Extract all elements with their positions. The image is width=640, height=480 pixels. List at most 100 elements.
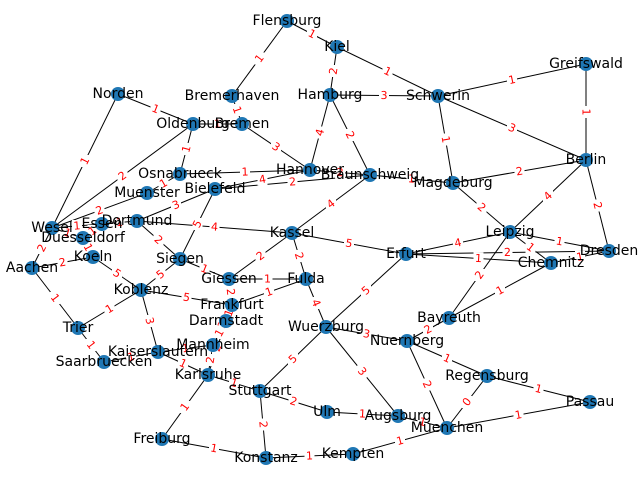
node-trier bbox=[71, 321, 85, 335]
edge-weight-background bbox=[155, 268, 166, 281]
edge-weight-background bbox=[361, 328, 372, 340]
node-label-bremen: Bremen bbox=[215, 116, 270, 132]
edge-weight-label: 1 bbox=[229, 376, 240, 390]
node-label-oldenburg: Oldenburg bbox=[156, 116, 229, 132]
node-label-koblenz: Koblenz bbox=[114, 282, 169, 298]
node-label-aachen: Aachen bbox=[6, 260, 58, 276]
node-label-schwerin: Schwerin bbox=[406, 88, 470, 104]
node-giessen bbox=[222, 272, 236, 286]
edge-weight-background bbox=[326, 198, 336, 210]
edge-weight-label: 1 bbox=[241, 165, 248, 178]
edge-weight-label: 1 bbox=[441, 351, 453, 366]
edge-weight-background bbox=[525, 241, 536, 254]
edge-weight-background bbox=[80, 155, 90, 167]
edge-weight-background bbox=[379, 89, 389, 102]
edge-weight-background bbox=[495, 284, 505, 297]
edge-weight-background bbox=[311, 297, 321, 309]
edge-weight-label: 2 bbox=[288, 175, 296, 189]
node-label-dortmund: Dortmund bbox=[102, 213, 173, 229]
node-label-bremerhaven: Bremerhaven bbox=[185, 88, 280, 104]
edge-weight-background bbox=[271, 141, 281, 153]
edge-weight-background bbox=[382, 65, 393, 78]
node-label-siegen: Siegen bbox=[156, 251, 204, 267]
edge-weight-label: 1 bbox=[534, 382, 544, 396]
edge-weight-background bbox=[257, 173, 268, 186]
node-nuernberg bbox=[400, 334, 414, 348]
node-label-essen: Essen bbox=[82, 216, 123, 232]
node-label-dresden: Dresden bbox=[580, 243, 639, 259]
node-kassel bbox=[285, 226, 299, 240]
edge-weight-label: 3 bbox=[142, 316, 156, 326]
node-label-trier: Trier bbox=[62, 320, 94, 336]
edge-weight-label: 3 bbox=[362, 327, 371, 341]
edge-weight-background bbox=[37, 242, 47, 254]
node-dortmund bbox=[130, 214, 144, 228]
edge-weight-label: 1 bbox=[359, 407, 367, 420]
edge-weight-background bbox=[57, 256, 68, 269]
node-label-magdeburg: Magdeburg bbox=[413, 175, 492, 191]
node-label-muenster: Muenster bbox=[114, 185, 180, 201]
edge-weight-label: 1 bbox=[179, 144, 193, 154]
edge-weight-label: 1 bbox=[150, 102, 161, 117]
edge-weight-background bbox=[62, 227, 73, 239]
node-label-braunschweig: Braunschweig bbox=[321, 167, 419, 183]
node-konstanz bbox=[259, 451, 273, 465]
edge-weight-background bbox=[294, 250, 304, 262]
edge-weight-label: 4 bbox=[211, 220, 219, 233]
edge-weight-background bbox=[288, 395, 299, 408]
node-essen bbox=[95, 217, 109, 231]
edge-weight-background bbox=[117, 170, 128, 182]
edge-weight-label: 1 bbox=[177, 356, 189, 371]
edge-weight-label: 1 bbox=[382, 64, 394, 79]
node-label-freiburg: Freiburg bbox=[133, 431, 190, 447]
node-bayreuth bbox=[442, 311, 456, 325]
edge-weight-label: 2 bbox=[58, 255, 67, 269]
edge-weight-background bbox=[114, 216, 125, 229]
node-label-wuerzburg: Wuerzburg bbox=[288, 319, 364, 335]
node-regensburg bbox=[480, 369, 494, 383]
edge-weight-label: 2 bbox=[94, 203, 105, 218]
edge-weight-label: 1 bbox=[514, 408, 523, 422]
node-label-greifswald: Greifswald bbox=[549, 56, 623, 72]
edge-weight-label: 2 bbox=[336, 166, 344, 180]
edge-weight-label: 1 bbox=[222, 307, 237, 318]
edge-weight-label: 1 bbox=[418, 415, 428, 429]
edge-weight-background bbox=[86, 339, 96, 351]
node-label-erfurt: Erfurt bbox=[386, 246, 426, 262]
node-label-duesseldorf: Duesseldorf bbox=[41, 230, 126, 246]
node-braunschweig bbox=[363, 168, 377, 182]
edge-weight-background bbox=[533, 383, 544, 395]
node-label-bayreuth: Bayreuth bbox=[417, 310, 481, 326]
node-wuerzburg bbox=[319, 320, 333, 334]
node-label-karlsruhe: Karlsruhe bbox=[175, 367, 242, 383]
node-aachen bbox=[25, 261, 39, 275]
edge-weight-label: 1 bbox=[507, 73, 517, 87]
node-frankfurt bbox=[225, 298, 239, 312]
edge-weight-label: 1 bbox=[115, 216, 123, 230]
node-freiburg bbox=[155, 432, 169, 446]
edge-weight-background bbox=[126, 351, 136, 363]
node-label-wesel: Wesel bbox=[31, 220, 72, 236]
node-label-osnabrueck: Osnabrueck bbox=[138, 166, 223, 182]
edge-weight-background bbox=[581, 106, 591, 118]
node-leipzig bbox=[503, 225, 517, 239]
edge-weight-label: 1 bbox=[407, 172, 415, 186]
node-muenchen bbox=[440, 421, 454, 435]
edge-weight-background bbox=[150, 103, 161, 115]
node-label-passau: Passau bbox=[566, 394, 614, 410]
node-saarbruecken bbox=[97, 355, 111, 369]
node-dresden bbox=[602, 244, 616, 258]
edge-weight-background bbox=[575, 251, 585, 263]
edge-weight-background bbox=[232, 104, 242, 116]
edge-weight-background bbox=[205, 354, 216, 366]
edge-weight-background bbox=[592, 199, 603, 212]
node-erfurt bbox=[399, 247, 413, 261]
edge-weight-background bbox=[474, 269, 485, 281]
edge-weight-background bbox=[513, 409, 524, 421]
edge-weight-background bbox=[395, 435, 405, 447]
edge-weight-background bbox=[171, 199, 181, 211]
node-label-ulm: Ulm bbox=[313, 404, 341, 420]
node-norden bbox=[111, 87, 125, 101]
